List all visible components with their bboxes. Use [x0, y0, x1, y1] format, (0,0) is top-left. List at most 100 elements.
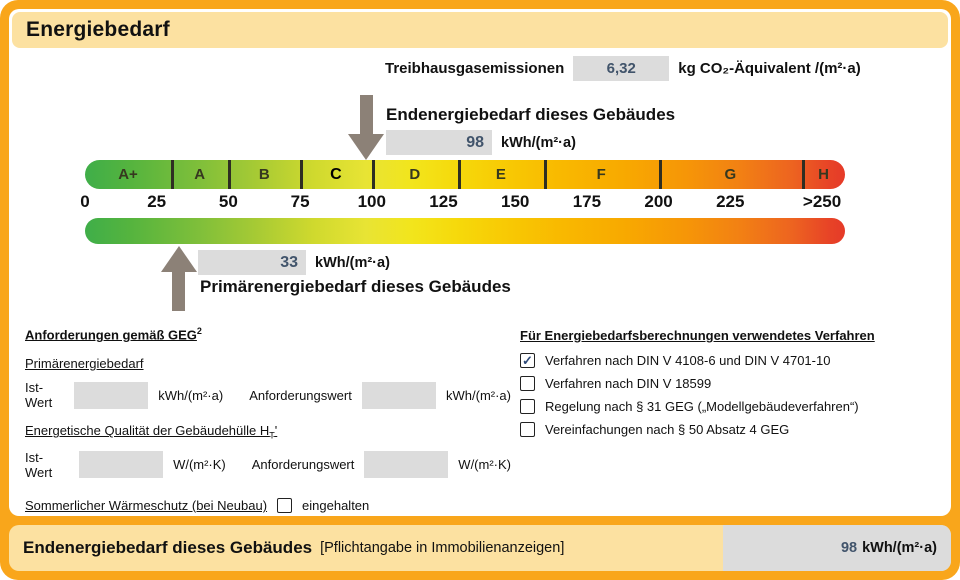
- primary-requirement-row: Ist-Wert kWh/(m²·a) Anforderungswert kWh…: [25, 380, 511, 410]
- methods-heading: Für Energiebedarfsberechnungen verwendet…: [520, 328, 875, 343]
- scale-number-75: 75: [290, 192, 310, 211]
- summer-heat-option: eingehalten: [302, 497, 370, 513]
- primary-requirement-subheading: Primärenergiebedarf: [25, 356, 144, 372]
- ghg-unit: kg CO₂-Äquivalent /(m²·a): [678, 60, 861, 77]
- method-checkbox-2[interactable]: [520, 399, 535, 414]
- scale-number-125: 125: [429, 192, 458, 211]
- method-checkbox-0[interactable]: ✓: [520, 353, 535, 368]
- scale-class-A+: A+: [118, 166, 138, 183]
- method-checkbox-1[interactable]: [520, 376, 535, 391]
- ghg-emissions-row: Treibhausgasemissionen 6,32 kg CO₂-Äquiv…: [385, 56, 861, 81]
- ghg-label: Treibhausgasemissionen: [385, 60, 565, 77]
- method-label-0: Verfahren nach DIN V 4108-6 und DIN V 47…: [545, 353, 831, 368]
- scale-number-0: 0: [80, 192, 90, 211]
- summer-heat-checkbox[interactable]: [277, 497, 293, 513]
- scale-number-100: 100: [357, 192, 386, 211]
- energy-scale-gradient-band: [85, 218, 845, 244]
- scale-tick-75: [300, 160, 304, 189]
- scale-class-F: F: [596, 166, 606, 183]
- requirements-heading-text: Anforderungen gemäß GEG: [25, 327, 197, 343]
- scale-number-175: 175: [572, 192, 602, 211]
- ghg-value-box: 6,32: [573, 56, 670, 81]
- scale-class-B: B: [258, 166, 270, 183]
- scale-tick-200: [658, 160, 662, 189]
- requirements-heading: Anforderungen gemäß GEG2: [25, 326, 511, 342]
- primary-ist-unit: kWh/(m²·a): [158, 387, 224, 403]
- end-energy-value: 98: [466, 133, 484, 151]
- scale-tick-130: [457, 160, 461, 189]
- envelope-anforderungswert-input[interactable]: [364, 451, 449, 479]
- page-title: Energiebedarf: [26, 18, 170, 41]
- ghg-value: 6,32: [606, 60, 636, 77]
- footer-heading: Endenergiebedarf dieses Gebäudes: [23, 538, 313, 557]
- footer-value-box: 98 kWh/(m²·a): [723, 525, 951, 571]
- scale-tick-50: [228, 160, 232, 189]
- envelope-ist-wert-input[interactable]: [79, 451, 164, 479]
- requirements-section: Anforderungen gemäß GEG2 Primärenergiebe…: [25, 326, 511, 513]
- scale-number-50: 50: [218, 192, 238, 211]
- envelope-heading-sub: T: [269, 430, 275, 441]
- envelope-heading-prime: ': [274, 423, 278, 439]
- method-label-1: Verfahren nach DIN V 18599: [545, 376, 712, 391]
- method-label-2: Regelung nach § 31 GEG („Modellgebäudeve…: [545, 399, 859, 414]
- primary-energy-value: 33: [280, 253, 298, 271]
- primary-anforderung-unit: kWh/(m²·a): [446, 387, 511, 403]
- envelope-heading-text: Energetische Qualität der Gebäudehülle H: [25, 423, 270, 439]
- footer-unit: kWh/(m²·a): [862, 540, 937, 556]
- scale-class-A: A: [194, 166, 206, 183]
- methods-list: ✓ Verfahren nach DIN V 4108-6 und DIN V 4…: [520, 352, 950, 438]
- scale-number-25: 25: [147, 192, 167, 211]
- envelope-anforderung-unit: W/(m²·K): [458, 457, 511, 473]
- scale-class-H: H: [818, 166, 829, 183]
- requirements-heading-footnote: 2: [196, 326, 202, 336]
- end-energy-heading: Endenergiebedarf dieses Gebäudes: [386, 105, 676, 124]
- scale-number-225: 225: [716, 192, 745, 211]
- primary-energy-unit: kWh/(m²·a): [315, 254, 390, 271]
- summer-heat-protection-row: Sommerlicher Wärmeschutz (bei Neubau) ei…: [25, 497, 511, 513]
- end-energy-arrow-down-icon: [348, 95, 385, 160]
- summer-heat-label: Sommerlicher Wärmeschutz (bei Neubau): [25, 497, 268, 513]
- method-checkbox-3[interactable]: [520, 422, 535, 437]
- scale-number-200: 200: [644, 192, 673, 211]
- footer-bar: Endenergiebedarf dieses Gebäudes [Pflich…: [9, 525, 951, 571]
- scale-tick-30: [171, 160, 175, 189]
- anforderungswert-label: Anforderungswert: [251, 457, 355, 473]
- energy-scale-letter-band: A+ A B C D E F G H: [85, 160, 845, 189]
- calculation-methods-section: Für Energiebedarfsberechnungen verwendet…: [520, 328, 950, 444]
- primary-anforderungswert-input[interactable]: [361, 381, 436, 409]
- primary-energy-arrow-up-icon: [160, 246, 197, 311]
- section-title-bar: Energiebedarf: [12, 12, 948, 48]
- scale-number-150: 150: [501, 192, 530, 211]
- main-panel: Energiebedarf Treibhausgasemissionen 6,3…: [9, 9, 951, 516]
- primary-ist-wert-input[interactable]: [74, 381, 149, 409]
- method-row-0: ✓ Verfahren nach DIN V 4108-6 und DIN V 4…: [520, 352, 950, 369]
- scale-tick-100: [371, 160, 375, 189]
- method-label-3: Vereinfachungen nach § 50 Absatz 4 GEG: [545, 422, 790, 437]
- end-energy-value-row: 98 kWh/(m²·a): [386, 130, 576, 155]
- footer-value: 98: [840, 540, 858, 556]
- primary-energy-value-box: 33: [198, 250, 306, 275]
- footer-note: [Pflichtangabe in Immobilienanzeigen]: [320, 540, 565, 556]
- scale-class-D: D: [409, 166, 421, 183]
- energy-scale-tick-labels: 0 25 50 75 100 125 150 175 200 225 >250: [80, 189, 845, 215]
- ist-wert-label: Ist-Wert: [25, 449, 53, 480]
- anforderungswert-label: Anforderungswert: [249, 387, 352, 403]
- method-row-3: Vereinfachungen nach § 50 Absatz 4 GEG: [520, 421, 950, 438]
- ist-wert-label: Ist-Wert: [25, 380, 53, 411]
- end-energy-value-box: 98: [386, 130, 492, 155]
- scale-tick-250: [801, 160, 805, 189]
- envelope-subheading: Energetische Qualität der Gebäudehülle H…: [25, 423, 511, 441]
- envelope-ist-unit: W/(m²·K): [173, 457, 226, 473]
- envelope-requirement-row: Ist-Wert W/(m²·K) Anforderungswert W/(m²…: [25, 450, 511, 480]
- scale-number->250: >250: [802, 192, 842, 211]
- scale-class-E: E: [495, 166, 506, 183]
- primary-energy-heading: Primärenergiebedarf dieses Gebäudes: [200, 277, 511, 296]
- method-row-1: Verfahren nach DIN V 18599: [520, 375, 950, 392]
- method-row-2: Regelung nach § 31 GEG („Modellgebäudeve…: [520, 398, 950, 415]
- primary-energy-value-row: 33 kWh/(m²·a): [198, 250, 390, 275]
- end-energy-unit: kWh/(m²·a): [501, 134, 576, 151]
- scale-class-C: C: [330, 166, 342, 183]
- scale-tick-160: [543, 160, 547, 189]
- scale-class-G: G: [724, 166, 737, 183]
